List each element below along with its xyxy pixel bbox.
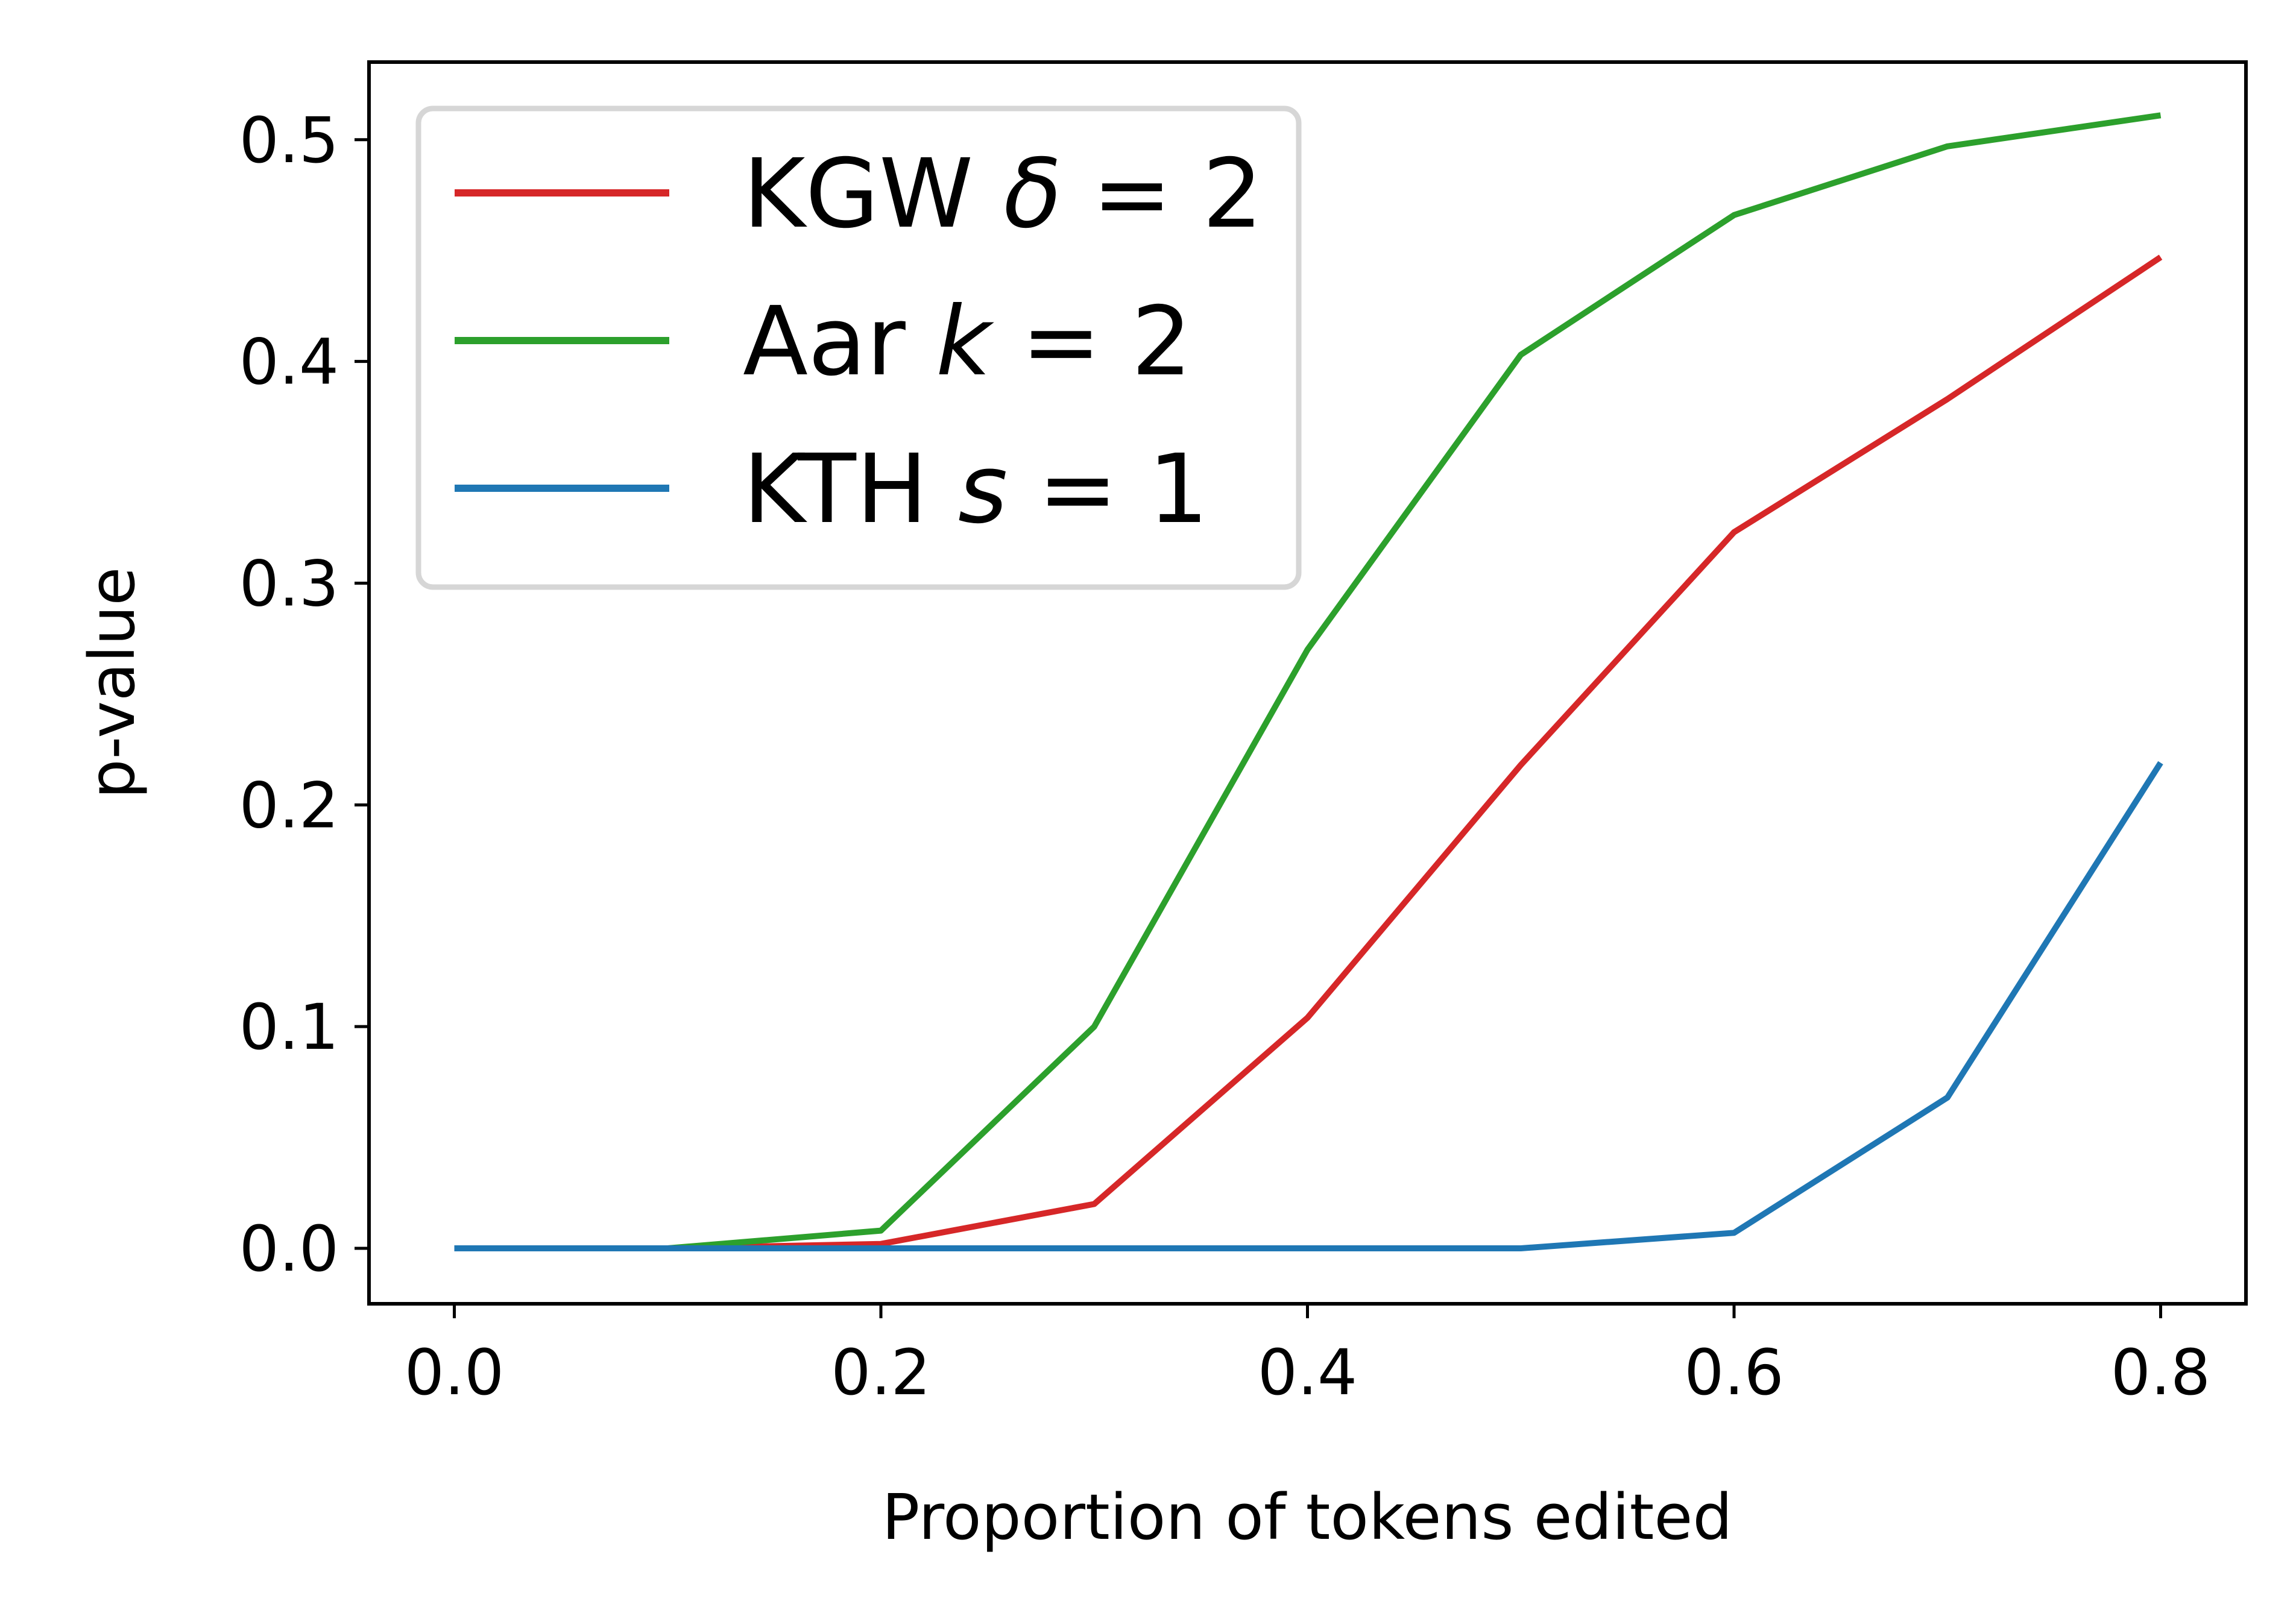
x-axis-label: Proportion of tokens edited [882, 1480, 1733, 1554]
series-line-3 [454, 761, 2163, 1251]
y-axis-label: p-value [75, 567, 149, 799]
series-layer [454, 112, 2163, 1251]
y-tick-label: 0.1 [239, 990, 339, 1064]
y-tick-label: 0.2 [239, 769, 339, 842]
x-tick-label: 0.2 [831, 1336, 930, 1409]
legend-label-3: KTH s = 1 [743, 434, 1209, 545]
legend-label-2: Aar k = 2 [743, 286, 1192, 397]
y-axis: 0.0 0.1 0.2 0.3 0.4 0.5 [239, 104, 369, 1286]
legend-label-1: KGW δ = 2 [743, 139, 1263, 250]
x-tick-label: 0.6 [1684, 1336, 1784, 1409]
x-axis: 0.0 0.2 0.4 0.6 0.8 [405, 1304, 2210, 1409]
legend-box [415, 105, 1302, 590]
y-tick-label: 0.5 [239, 104, 339, 177]
x-tick-label: 0.4 [1258, 1336, 1357, 1409]
x-tick-label: 0.8 [2111, 1336, 2210, 1409]
series-line-2 [454, 112, 2162, 1251]
y-tick-label: 0.0 [239, 1212, 339, 1286]
x-tick-label: 0.0 [405, 1336, 504, 1409]
legend: KGW δ = 2 Aar k = 2 KTH s = 1 [415, 105, 1302, 590]
y-tick-label: 0.4 [239, 325, 339, 399]
y-tick-label: 0.3 [239, 547, 339, 620]
